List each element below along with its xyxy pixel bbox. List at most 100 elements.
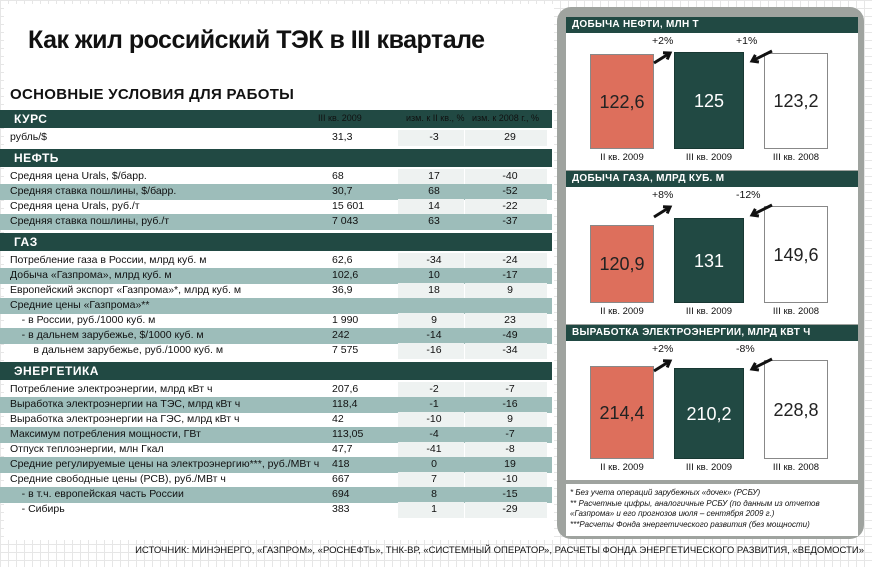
change-vs-2008: -8 — [505, 443, 515, 455]
table-row: Средние цены «Газпрома»** — [0, 298, 552, 314]
change-vs-q2: -16 — [426, 344, 442, 356]
table-row: Средняя цена Urals, руб./т 15 601 14 -22 — [0, 199, 552, 215]
arrow-head — [662, 359, 673, 369]
change-vs-2008: -24 — [502, 254, 518, 266]
row-label: Максимум потребления мощности, ГВт — [10, 428, 201, 440]
table-row: рубль/$ 31,3 -3 29 — [0, 130, 552, 146]
value-q3-2009: 68 — [332, 170, 344, 182]
table-row: Европейский экспорт «Газпрома»*, млрд ку… — [0, 283, 552, 299]
change-label: -8% — [736, 343, 755, 355]
change-vs-2008: 23 — [504, 314, 516, 326]
bar: 122,6 — [590, 54, 654, 149]
change-vs-q2: -2 — [429, 383, 439, 395]
change-label: +2% — [652, 343, 674, 355]
change-vs-q2: -41 — [426, 443, 442, 455]
change-vs-q2: 1 — [431, 503, 437, 515]
change-vs-q2: 68 — [428, 185, 440, 197]
change-vs-2008: -16 — [502, 398, 518, 410]
bar-value: 131 — [693, 251, 725, 271]
change-vs-2008: 29 — [504, 131, 516, 143]
cell-shade — [465, 253, 547, 269]
chart-title: ДОБЫЧА ГАЗА, МЛРД КУБ. М — [572, 173, 725, 184]
cell-shade — [465, 472, 547, 488]
row-label: рубль/$ — [10, 131, 47, 143]
change-vs-2008: -7 — [505, 428, 515, 440]
value-q3-2009: 667 — [332, 473, 350, 485]
bar: 123,2 — [764, 53, 828, 149]
change-vs-q2: -3 — [429, 131, 439, 143]
table-row: Средняя ставка пошлины, руб./т 7 043 63 -37 — [0, 214, 552, 230]
value-q3-2009: 36,9 — [332, 284, 353, 296]
arrow-head — [749, 54, 760, 64]
cell-shade — [465, 382, 547, 398]
cell-shade — [398, 442, 464, 458]
table-row: Средняя цена Urals, $/барр. 68 17 -40 — [0, 169, 552, 185]
chart-title: ВЫРАБОТКА ЭЛЕКТРОЭНЕРГИИ, МЛРД КВТ Ч — [572, 327, 811, 338]
change-vs-2008: -37 — [502, 215, 518, 227]
category-label: III кв. 2009 — [685, 306, 733, 317]
change-vs-2008: 9 — [507, 284, 513, 296]
chart-header-1: ДОБЫЧА ГАЗА, МЛРД КУБ. М — [566, 171, 858, 187]
arrow-head — [662, 205, 673, 215]
arrow-head — [749, 208, 760, 218]
table-row: - в России, руб./1000 куб. м 1 990 9 23 — [0, 313, 552, 329]
value-q3-2009: 102,6 — [332, 269, 359, 281]
change-vs-2008: -49 — [502, 329, 518, 341]
chart-title: ДОБЫЧА НЕФТИ, МЛН Т — [572, 19, 699, 30]
change-vs-2008: -29 — [502, 503, 518, 515]
arrow-shaft — [653, 51, 671, 65]
table-row: Отпуск теплоэнергии, млн Гкал 47,7 -41 -8 — [0, 442, 552, 458]
row-label: Средняя цена Urals, руб./т — [10, 200, 140, 212]
row-label: Средние свободные цены (РСВ), руб./МВт ч — [10, 473, 226, 485]
row-label: - в т.ч. европейская часть России — [10, 488, 184, 500]
arrow-head — [749, 362, 760, 372]
change-vs-2008: -10 — [502, 473, 518, 485]
table-row: в дальнем зарубежье, руб./1000 куб. м 7 5… — [0, 343, 552, 359]
column-header-0: III кв. 2009 — [318, 113, 362, 123]
source-text: ИСТОЧНИК: МИНЭНЕРГО, «ГАЗПРОМ», «РОСНЕФТ… — [135, 545, 864, 556]
cell-shade — [398, 343, 464, 359]
change-vs-2008: -40 — [502, 170, 518, 182]
row-label: - в России, руб./1000 куб. м — [10, 314, 156, 326]
value-q3-2009: 15 601 — [332, 200, 365, 212]
change-vs-2008: -15 — [502, 488, 518, 500]
section-title: ГАЗ — [14, 235, 38, 249]
row-label: Выработка электроэнергии на ТЭС, млрд кВ… — [10, 398, 241, 410]
section-header-3: ЭНЕРГЕТИКА — [0, 362, 552, 380]
change-arrows — [653, 203, 773, 219]
change-vs-q2: 18 — [428, 284, 440, 296]
bar: 210,2 — [674, 368, 744, 459]
cell-shade — [465, 502, 547, 518]
bar-value: 125 — [693, 91, 725, 111]
table-row: Выработка электроэнергии на ТЭС, млрд кВ… — [0, 397, 552, 413]
cell-shade — [398, 412, 464, 428]
value-q3-2009: 30,7 — [332, 185, 353, 197]
table-row: - в дальнем зарубежье, $/1000 куб. м 242 -… — [0, 328, 552, 344]
section-title: ЭНЕРГЕТИКА — [14, 364, 99, 378]
chart-header-2: ВЫРАБОТКА ЭЛЕКТРОЭНЕРГИИ, МЛРД КВТ Ч — [566, 325, 858, 341]
category-label: II кв. 2009 — [600, 306, 644, 317]
change-label: -12% — [736, 189, 761, 201]
arrow-head — [662, 51, 673, 61]
table-row: Максимум потребления мощности, ГВт 113,05… — [0, 427, 552, 443]
cell-shade — [398, 199, 464, 215]
bar-value: 149,6 — [773, 245, 819, 265]
value-q3-2009: 383 — [332, 503, 350, 515]
value-q3-2009: 42 — [332, 413, 344, 425]
bar-value: 214,4 — [599, 403, 645, 423]
cell-shade — [465, 343, 547, 359]
table-subtitle: ОСНОВНЫЕ УСЛОВИЯ ДЛЯ РАБОТЫ — [10, 86, 295, 103]
value-q3-2009: 118,4 — [332, 398, 358, 410]
row-label: Средняя ставка пошлины, $/барр. — [10, 185, 177, 197]
change-vs-q2: -1 — [429, 398, 439, 410]
bar: 149,6 — [764, 206, 828, 303]
cell-shade — [398, 169, 464, 185]
value-q3-2009: 1 990 — [332, 314, 359, 326]
change-vs-2008: 19 — [504, 458, 516, 470]
bar: 214,4 — [590, 366, 654, 459]
bar-value: 210,2 — [686, 404, 732, 424]
category-label: II кв. 2009 — [600, 152, 644, 163]
bar-value: 122,6 — [599, 92, 645, 112]
cell-shade — [398, 253, 464, 269]
footnotes: * Без учета операций зарубежных «дочек» … — [566, 484, 858, 536]
